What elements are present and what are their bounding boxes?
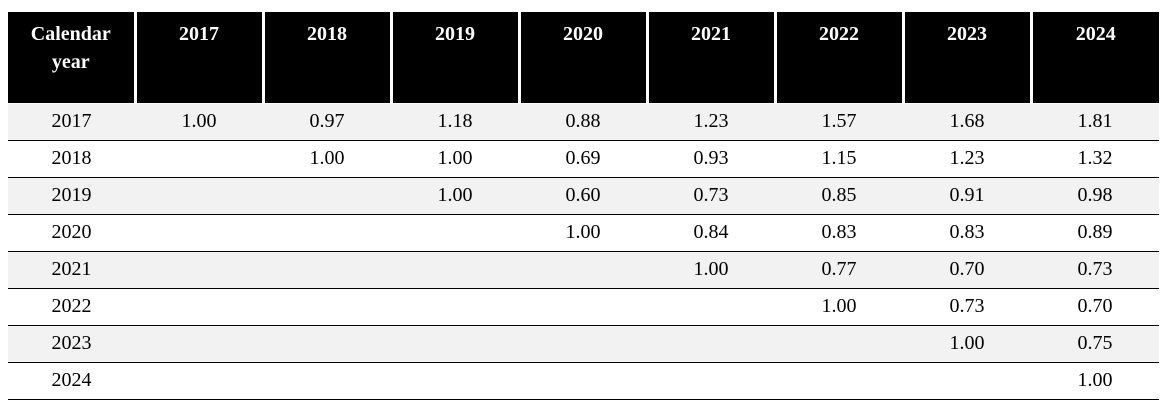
table-cell: 0.84	[647, 214, 775, 252]
header-year-column: 2020	[517, 12, 647, 103]
table-cell: 1.00	[1031, 362, 1159, 400]
table-cell: 0.70	[903, 251, 1031, 289]
header-row: Calendar year 2017 2018 2019 2020 2021 2022 202…	[8, 12, 1159, 103]
table-cell: 0.83	[775, 214, 903, 252]
table-cell: 0.91	[903, 177, 1031, 215]
table-cell	[263, 325, 391, 363]
table-cell: 0.77	[775, 251, 903, 289]
table-cell: 0.73	[1031, 251, 1159, 289]
ratio-table: Calendar year 2017 2018 2019 2020 2021 2022 202…	[8, 12, 1159, 400]
table-cell	[391, 251, 519, 289]
table-cell: 0.83	[903, 214, 1031, 252]
table-cell: 1.00	[391, 177, 519, 215]
row-year-label: 2020	[8, 214, 135, 252]
header-year-column: 2022	[773, 12, 903, 103]
table-row: 2019 1.00 0.60 0.73 0.85 0.91 0.98	[8, 177, 1159, 215]
table-cell: 0.73	[903, 288, 1031, 326]
table-cell: 0.60	[519, 177, 647, 215]
table-cell	[391, 362, 519, 400]
table-cell: 0.89	[1031, 214, 1159, 252]
table-body: 2017 1.00 0.97 1.18 0.88 1.23 1.57 1.68 1.81 2018…	[8, 102, 1159, 400]
table-cell: 1.00	[775, 288, 903, 326]
table-cell	[391, 288, 519, 326]
table-row: 2021 1.00 0.77 0.70 0.73	[8, 251, 1159, 289]
table-cell	[135, 325, 263, 363]
table-cell	[775, 362, 903, 400]
table-cell: 0.85	[775, 177, 903, 215]
header-calendar-year: Calendar year	[8, 12, 135, 103]
table-row: 2024 1.00	[8, 362, 1159, 400]
table-cell: 0.88	[519, 102, 647, 141]
header-year-column: 2018	[261, 12, 391, 103]
table-cell: 0.70	[1031, 288, 1159, 326]
table-cell	[263, 177, 391, 215]
table-cell	[647, 325, 775, 363]
table-row: 2020 1.00 0.84 0.83 0.83 0.89	[8, 214, 1159, 252]
table-cell: 1.00	[903, 325, 1031, 363]
table-cell	[391, 214, 519, 252]
table-cell	[263, 214, 391, 252]
table-cell: 1.57	[775, 102, 903, 141]
table-cell: 0.69	[519, 140, 647, 178]
table-cell	[647, 362, 775, 400]
table-cell: 1.00	[519, 214, 647, 252]
header-year-column: 2021	[645, 12, 775, 103]
table-cell	[135, 362, 263, 400]
table-cell: 1.00	[647, 251, 775, 289]
table-cell: 0.97	[263, 102, 391, 141]
table-cell: 1.81	[1031, 102, 1159, 141]
table-cell	[519, 325, 647, 363]
row-year-label: 2022	[8, 288, 135, 326]
table-cell: 1.68	[903, 102, 1031, 141]
row-year-label: 2018	[8, 140, 135, 178]
table-row: 2023 1.00 0.75	[8, 325, 1159, 363]
table-cell	[263, 288, 391, 326]
row-year-label: 2024	[8, 362, 135, 400]
table-row: 2017 1.00 0.97 1.18 0.88 1.23 1.57 1.68 1.81	[8, 102, 1159, 141]
table-cell	[519, 251, 647, 289]
table-cell	[519, 362, 647, 400]
row-year-label: 2019	[8, 177, 135, 215]
table-cell	[391, 325, 519, 363]
table-cell: 1.18	[391, 102, 519, 141]
table-cell	[903, 362, 1031, 400]
table-cell: 0.93	[647, 140, 775, 178]
table-cell	[135, 288, 263, 326]
table-cell	[775, 325, 903, 363]
table-cell: 1.00	[135, 102, 263, 141]
table-cell	[647, 288, 775, 326]
table-cell: 0.75	[1031, 325, 1159, 363]
header-year-column: 2023	[901, 12, 1031, 103]
table-cell: 1.23	[647, 102, 775, 141]
row-year-label: 2021	[8, 251, 135, 289]
header-year-column: 2019	[389, 12, 519, 103]
table-cell	[519, 288, 647, 326]
table-cell	[135, 177, 263, 215]
header-year-column: 2024	[1029, 12, 1159, 103]
table-cell: 1.23	[903, 140, 1031, 178]
header-year-column: 2017	[133, 12, 263, 103]
table-cell	[135, 140, 263, 178]
table-cell: 0.73	[647, 177, 775, 215]
table-cell	[263, 251, 391, 289]
ratio-table-container: Calendar year 2017 2018 2019 2020 2021 2022 202…	[8, 12, 1159, 400]
table-row: 2022 1.00 0.73 0.70	[8, 288, 1159, 326]
table-cell	[135, 214, 263, 252]
table-cell: 0.98	[1031, 177, 1159, 215]
row-year-label: 2023	[8, 325, 135, 363]
row-year-label: 2017	[8, 102, 135, 141]
table-header: Calendar year 2017 2018 2019 2020 2021 2022 202…	[8, 12, 1159, 103]
table-row: 2018 1.00 1.00 0.69 0.93 1.15 1.23 1.32	[8, 140, 1159, 178]
table-cell	[263, 362, 391, 400]
table-cell: 1.15	[775, 140, 903, 178]
table-cell: 1.00	[391, 140, 519, 178]
table-cell	[135, 251, 263, 289]
table-cell: 1.00	[263, 140, 391, 178]
table-cell: 1.32	[1031, 140, 1159, 178]
